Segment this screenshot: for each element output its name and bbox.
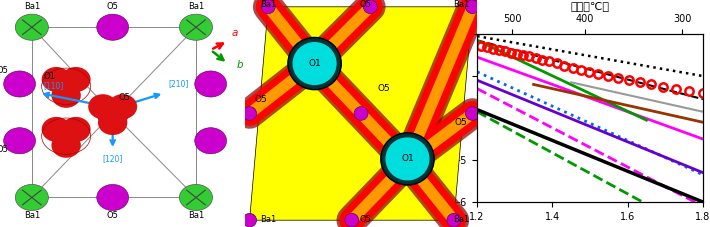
Text: O5: O5 [255,95,268,104]
Ellipse shape [51,133,81,158]
Text: O1: O1 [308,59,321,68]
Ellipse shape [345,213,359,227]
Ellipse shape [466,0,479,14]
Ellipse shape [97,184,129,211]
Text: O5: O5 [106,211,119,220]
Text: [120]: [120] [102,154,123,163]
Ellipse shape [61,117,91,142]
Circle shape [293,42,337,85]
Ellipse shape [364,0,377,14]
Ellipse shape [51,83,81,108]
Ellipse shape [466,107,479,120]
Text: Ba1: Ba1 [23,2,40,11]
Ellipse shape [88,94,118,119]
Ellipse shape [42,67,71,92]
Polygon shape [250,7,472,220]
Text: a: a [232,28,239,38]
Text: O1: O1 [43,72,55,81]
Ellipse shape [97,14,129,40]
Text: Ba1: Ba1 [260,0,276,9]
Ellipse shape [98,110,127,135]
Text: Ba1: Ba1 [188,211,204,220]
Circle shape [386,137,430,180]
Ellipse shape [243,213,256,227]
Text: b: b [236,60,244,70]
Text: [110]: [110] [44,81,64,91]
Ellipse shape [261,0,275,14]
Text: Ba1: Ba1 [188,2,204,11]
Text: O5: O5 [378,84,391,93]
Text: O5: O5 [106,2,119,11]
Ellipse shape [195,71,226,97]
Text: O1: O1 [401,154,414,163]
Ellipse shape [61,67,91,92]
Text: Ba1: Ba1 [23,211,40,220]
Text: O5: O5 [119,93,131,102]
X-axis label: 温度（℃）: 温度（℃） [571,1,609,11]
Y-axis label: log₁₀(σₕ [S cm⁻¹]): log₁₀(σₕ [S cm⁻¹]) [437,73,447,163]
Text: O5: O5 [454,118,467,127]
Text: Ba1: Ba1 [260,215,276,225]
Ellipse shape [42,117,71,142]
Ellipse shape [4,71,36,97]
Text: [210]: [210] [169,79,189,88]
Ellipse shape [4,128,36,154]
Text: O5: O5 [0,145,9,154]
Ellipse shape [354,107,368,120]
Text: O5: O5 [0,66,9,75]
Ellipse shape [195,128,226,154]
Ellipse shape [16,184,48,211]
Ellipse shape [180,14,212,40]
Ellipse shape [243,107,256,120]
Text: O5: O5 [360,0,371,9]
Ellipse shape [16,14,48,40]
Circle shape [288,37,342,90]
Text: Ba1: Ba1 [453,215,469,225]
Ellipse shape [108,94,137,119]
Ellipse shape [97,100,129,127]
Ellipse shape [447,213,461,227]
Ellipse shape [180,184,212,211]
Text: Ba1: Ba1 [453,0,469,9]
Text: O5: O5 [360,215,371,225]
Circle shape [381,133,435,185]
